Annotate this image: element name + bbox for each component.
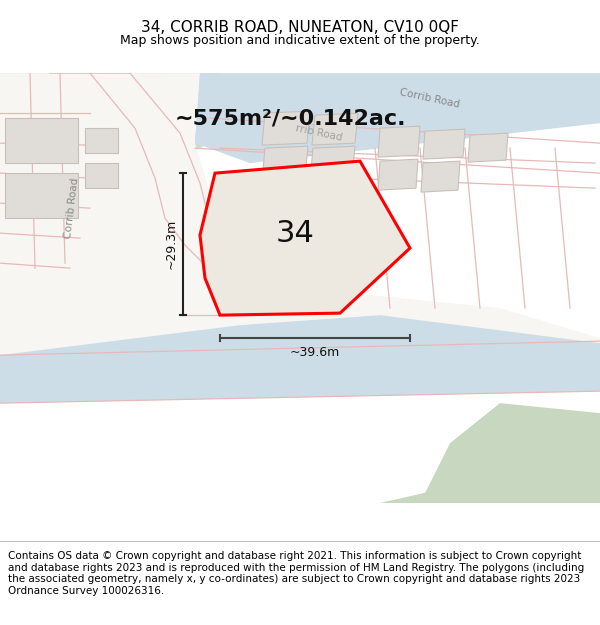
Polygon shape <box>380 453 600 503</box>
Text: 34: 34 <box>275 219 314 248</box>
Polygon shape <box>5 118 78 163</box>
Polygon shape <box>85 128 118 153</box>
Text: 34, CORRIB ROAD, NUNEATON, CV10 0QF: 34, CORRIB ROAD, NUNEATON, CV10 0QF <box>141 20 459 35</box>
Polygon shape <box>0 315 600 403</box>
Polygon shape <box>0 73 600 388</box>
Text: rrib Road: rrib Road <box>295 123 344 143</box>
Polygon shape <box>312 113 358 145</box>
Polygon shape <box>421 161 460 192</box>
Polygon shape <box>237 168 295 213</box>
Polygon shape <box>468 133 508 162</box>
Text: Contains OS data © Crown copyright and database right 2021. This information is : Contains OS data © Crown copyright and d… <box>8 551 584 596</box>
Text: ~39.6m: ~39.6m <box>290 346 340 359</box>
Polygon shape <box>262 146 308 181</box>
Polygon shape <box>262 111 310 145</box>
Text: ~575m²/~0.142ac.: ~575m²/~0.142ac. <box>174 108 406 128</box>
Polygon shape <box>310 146 355 181</box>
Text: Map shows position and indicative extent of the property.: Map shows position and indicative extent… <box>120 34 480 47</box>
Polygon shape <box>378 126 420 157</box>
Polygon shape <box>0 73 220 173</box>
Text: Corrib Road: Corrib Road <box>399 87 461 109</box>
Text: Corrib Road: Corrib Road <box>64 177 80 239</box>
Polygon shape <box>423 129 465 159</box>
Polygon shape <box>5 173 78 218</box>
Polygon shape <box>420 403 600 503</box>
Polygon shape <box>195 73 600 163</box>
Polygon shape <box>378 159 418 190</box>
Polygon shape <box>200 161 410 315</box>
Text: ~29.3m: ~29.3m <box>165 219 178 269</box>
Polygon shape <box>85 163 118 188</box>
